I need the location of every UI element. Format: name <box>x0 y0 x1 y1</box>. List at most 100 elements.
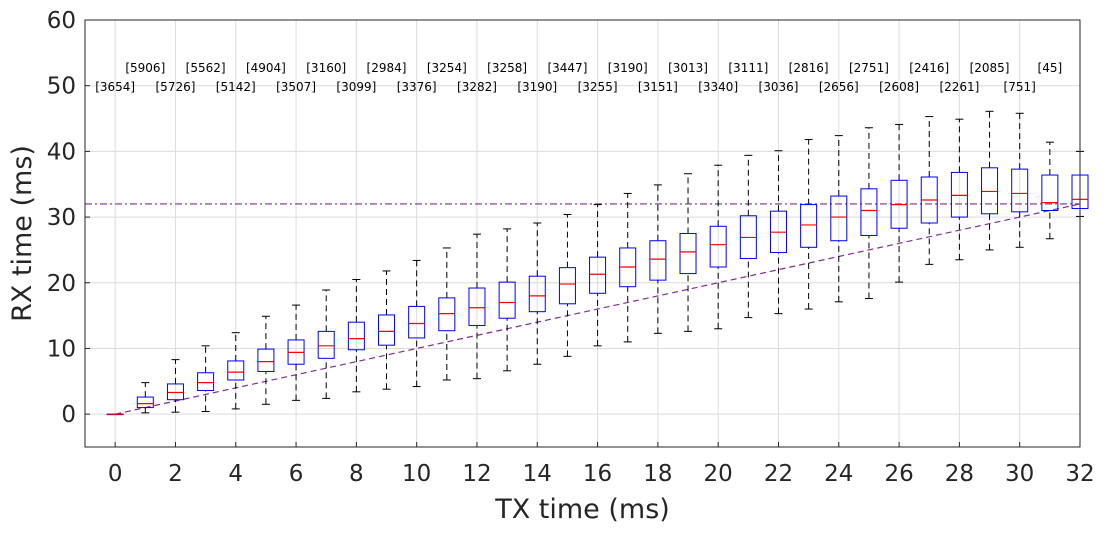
y-tick-label: 20 <box>47 271 76 297</box>
count-labels-layer: [3654] [5906] [5726] [5562] [5142] [4904] [350… <box>95 61 1062 94</box>
y-tick-label: 50 <box>47 74 76 100</box>
box-9 <box>378 270 396 390</box>
grid-layer <box>85 19 1081 447</box>
box-28 <box>950 118 968 261</box>
box-29 <box>981 110 999 251</box>
iqr-box <box>317 330 335 359</box>
tick-labels-layer: 0 2 4 6 8 10 12 14 16 18 20 22 24 26 28 30 3201020304050… <box>47 8 1095 487</box>
count-label: [3255] <box>578 80 618 94</box>
x-tick-label: 10 <box>402 461 431 487</box>
count-label: [3099] <box>336 80 376 94</box>
count-label: [2984] <box>367 61 407 75</box>
x-tick-label: 22 <box>764 461 793 487</box>
x-tick-label: 0 <box>108 461 123 487</box>
count-label: [3013] <box>668 61 708 75</box>
box-31 <box>1041 141 1059 240</box>
box-16 <box>589 204 607 347</box>
iqr-box <box>830 195 848 242</box>
iqr-box <box>1011 168 1029 213</box>
box-3 <box>197 345 215 413</box>
count-label: [3340] <box>698 80 738 94</box>
iqr-box <box>860 188 878 236</box>
count-label: [3190] <box>608 61 648 75</box>
box-11 <box>438 247 456 381</box>
count-label: [3036] <box>759 80 799 94</box>
iqr-box <box>950 171 968 218</box>
y-tick-label: 60 <box>47 8 76 34</box>
count-label: [3654] <box>95 80 135 94</box>
iqr-box <box>166 383 184 401</box>
box-20 <box>709 164 727 330</box>
count-label: [2085] <box>970 61 1010 75</box>
iqr-box <box>800 204 818 248</box>
count-label: [2751] <box>849 61 889 75</box>
box-7 <box>317 289 335 399</box>
count-label: [5726] <box>156 80 196 94</box>
boxes-layer <box>106 110 1089 416</box>
box-6 <box>287 304 305 401</box>
iqr-box <box>257 348 275 372</box>
box-27 <box>920 116 938 265</box>
box-19 <box>679 173 697 332</box>
x-tick-label: 30 <box>1005 461 1034 487</box>
count-label: [3151] <box>638 80 678 94</box>
x-axis-title: TX time (ms) <box>494 494 670 525</box>
x-tick-label: 2 <box>168 461 183 487</box>
box-21 <box>739 154 757 319</box>
box-0 <box>106 413 124 416</box>
iqr-box <box>1041 174 1059 212</box>
count-label: [3190] <box>517 80 557 94</box>
box-8 <box>347 278 365 393</box>
iqr-box <box>679 233 697 275</box>
box-4 <box>227 332 245 410</box>
x-tick-label: 32 <box>1065 461 1094 487</box>
box-1 <box>136 382 154 414</box>
count-label: [2608] <box>879 80 919 94</box>
iqr-box <box>197 372 215 392</box>
x-tick-label: 8 <box>349 461 364 487</box>
count-label: [751] <box>1004 80 1036 94</box>
x-tick-label: 4 <box>228 461 243 487</box>
x-tick-label: 28 <box>945 461 974 487</box>
x-tick-label: 24 <box>824 461 853 487</box>
count-label: [2416] <box>909 61 949 75</box>
box-15 <box>558 213 576 357</box>
count-label: [3282] <box>457 80 497 94</box>
count-label: [5906] <box>125 61 165 75</box>
count-label: [3507] <box>276 80 316 94</box>
box-17 <box>619 192 637 343</box>
count-label: [5142] <box>216 80 256 94</box>
box-24 <box>830 135 848 303</box>
iqr-box <box>227 360 245 381</box>
box-2 <box>166 359 184 413</box>
y-tick-label: 10 <box>47 336 76 362</box>
iqr-box <box>589 256 607 294</box>
iqr-box <box>408 305 426 339</box>
y-tick-label: 40 <box>47 139 76 165</box>
x-tick-label: 6 <box>289 461 304 487</box>
count-label: [3376] <box>397 80 437 94</box>
box-30 <box>1011 112 1029 248</box>
box-14 <box>528 222 546 365</box>
count-label: [3160] <box>306 61 346 75</box>
box-10 <box>408 259 426 388</box>
iqr-box <box>558 267 576 305</box>
x-tick-label: 20 <box>704 461 733 487</box>
box-18 <box>649 184 667 334</box>
box-23 <box>800 139 818 310</box>
count-label: [2816] <box>789 61 829 75</box>
count-label: [2261] <box>939 80 979 94</box>
count-label: [3254] <box>427 61 467 75</box>
diagonal-line <box>115 203 1081 415</box>
y-tick-label: 0 <box>61 402 76 428</box>
x-tick-label: 26 <box>884 461 913 487</box>
box-5 <box>257 315 275 405</box>
box-12 <box>468 233 486 380</box>
count-label: [5562] <box>186 61 226 75</box>
count-label: [45] <box>1038 61 1063 75</box>
box-25 <box>860 127 878 300</box>
x-tick-label: 18 <box>643 461 672 487</box>
iqr-box <box>528 275 546 313</box>
y-axis-title: RX time (ms) <box>7 145 38 322</box>
